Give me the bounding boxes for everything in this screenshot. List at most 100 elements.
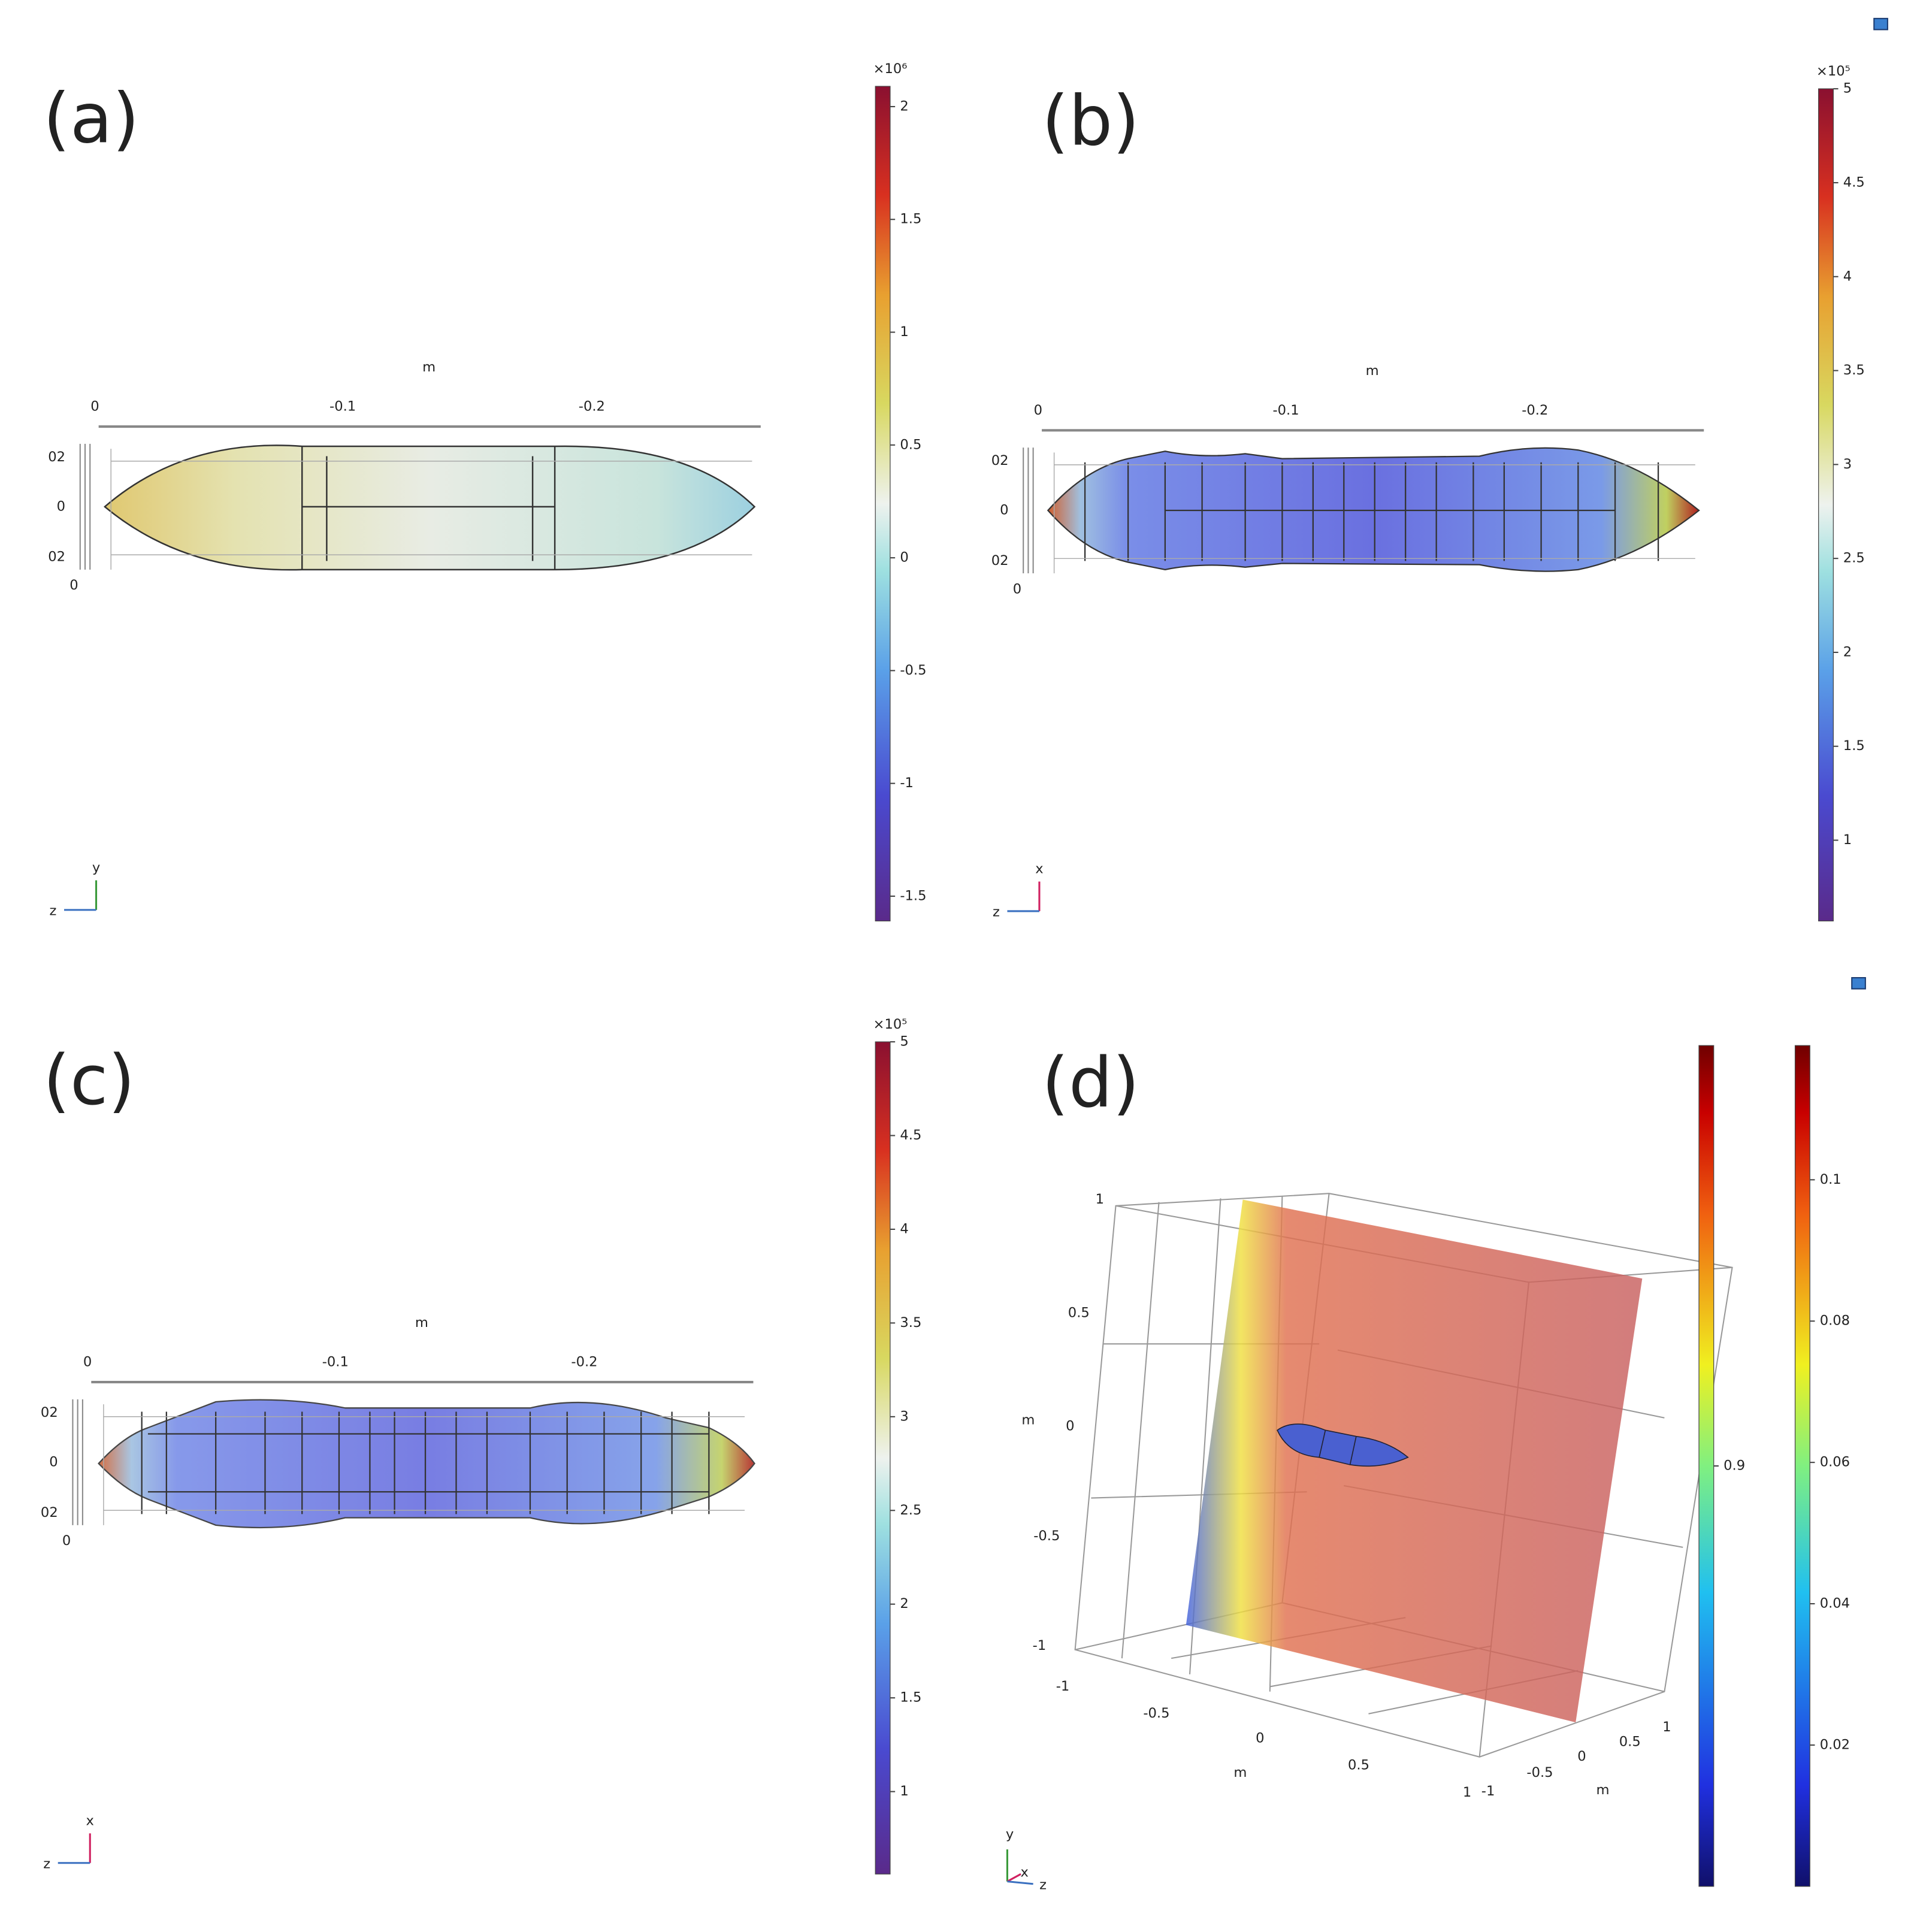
- colorbar-tick-label: 0.06: [1820, 1455, 1850, 1470]
- triad-label: x: [1035, 861, 1043, 876]
- triad-axis: [1007, 1880, 1033, 1885]
- colorbar-exponent: ×10⁶: [873, 61, 908, 77]
- window-icon: [1873, 17, 1888, 31]
- panel-label: (d): [1042, 1043, 1139, 1123]
- colorbar-tick-label: -1.5: [900, 888, 926, 903]
- triad-label: z: [43, 1856, 50, 1871]
- colorbar-tick-label: 0.5: [900, 437, 921, 452]
- triad-axis: [1006, 1873, 1021, 1882]
- panel-label: (c): [43, 1041, 135, 1121]
- colorbar-tick-label: 4: [900, 1221, 908, 1236]
- y-tick-label: 02: [991, 553, 1009, 569]
- x-tick-label: -0.1: [1272, 403, 1299, 418]
- x-tick-label: -0.1: [322, 1354, 349, 1370]
- y-tick-label: 1: [1096, 1192, 1104, 1207]
- colorbar-tick-label: 1: [900, 324, 908, 340]
- y-tick-label: 02: [41, 1405, 58, 1420]
- colorbar-tick-label: 0.1: [1820, 1172, 1842, 1187]
- x-tick-label: -0.2: [579, 399, 605, 415]
- x-tick-label: -1: [1056, 1679, 1070, 1694]
- y-tick-label: 0: [1000, 503, 1008, 518]
- y-tick-label: -1: [1033, 1638, 1047, 1653]
- colorbar-tick-label: 1.5: [900, 1690, 921, 1706]
- object-3d: [1277, 1423, 1409, 1467]
- x-tick-label: 1: [1463, 1785, 1471, 1800]
- axis-unit: m: [1596, 1782, 1609, 1798]
- colorbar-tick-label: 2: [900, 98, 908, 114]
- x-tick-label: -0.2: [1522, 403, 1548, 418]
- colorbar: [1818, 88, 1834, 921]
- triad-label: y: [1006, 1827, 1014, 1842]
- z-tick-label: 0.5: [1619, 1734, 1641, 1750]
- axis-unit: m: [415, 1315, 428, 1331]
- colorbar-tick-label: 2.5: [1843, 551, 1865, 566]
- colorbar-tick-label: 5: [1843, 81, 1852, 96]
- colorbar-tick-label: 1: [1843, 832, 1852, 848]
- colorbar-tick-label: 0.02: [1820, 1737, 1850, 1752]
- x-tick-label: 0: [1034, 403, 1042, 418]
- z-tick-label: 1: [1662, 1719, 1671, 1735]
- z-tick-label: -0.5: [1526, 1765, 1553, 1780]
- body-c: [98, 1399, 755, 1529]
- slice-plane: [1186, 1199, 1643, 1723]
- y-tick-label: 0: [49, 1454, 58, 1470]
- triad-label: y: [92, 860, 100, 875]
- x-tick-label: -0.5: [1143, 1706, 1169, 1721]
- colorbar-tick-label: 4.5: [900, 1127, 921, 1143]
- x-tick-label: -0.2: [571, 1354, 597, 1370]
- colorbar-tick-label: 3: [1843, 456, 1852, 472]
- colorbar: [875, 86, 891, 921]
- y-tick-label: -0.5: [1033, 1528, 1060, 1544]
- colorbar-tick-label: 1.5: [1843, 738, 1865, 754]
- triad-label: x: [86, 1813, 94, 1828]
- y-tick-label: 02: [48, 449, 65, 465]
- y-tick-label: 0: [57, 498, 65, 514]
- triad-label: x: [1021, 1865, 1029, 1880]
- colorbar-tick-label: 0: [900, 550, 908, 566]
- y-tick-label: 02: [991, 453, 1009, 468]
- corner-tick-label: 0: [1013, 581, 1021, 597]
- colorbar-tick-label: 4: [1843, 268, 1852, 284]
- colorbar-tick-label: 0.08: [1820, 1313, 1850, 1329]
- triad-label: z: [1039, 1877, 1047, 1892]
- z-tick-label: -1: [1481, 1783, 1495, 1799]
- colorbar-tick-label: 3: [900, 1408, 908, 1424]
- panel-label: (b): [1042, 81, 1139, 162]
- colorbar-tick-label: 3.5: [1843, 362, 1865, 378]
- window-icon: [1851, 977, 1866, 990]
- body-a: [104, 445, 756, 571]
- colorbar-tick-label: -0.5: [900, 663, 926, 678]
- axis-unit: m: [422, 359, 436, 375]
- triad-label: z: [50, 903, 57, 918]
- axis-unit: m: [1233, 1765, 1247, 1780]
- triad-label: z: [993, 904, 1000, 920]
- colorbar-tick-label: 0.9: [1723, 1458, 1745, 1474]
- colorbar-tick-label: 2: [1843, 644, 1852, 660]
- body-b: [1047, 447, 1700, 572]
- colorbar-tick-label: 5: [900, 1034, 908, 1050]
- axis-unit: m: [1366, 363, 1379, 379]
- y-tick-label: 02: [48, 549, 65, 565]
- x-tick-label: 0: [83, 1354, 92, 1370]
- colorbar-tick-label: 2: [900, 1596, 908, 1611]
- x-tick-label: -0.1: [329, 399, 356, 415]
- colorbar-tick-label: 1.5: [900, 211, 921, 227]
- y-tick-label: 0: [1066, 1419, 1074, 1434]
- y-tick-label: 02: [41, 1505, 58, 1520]
- colorbar-exponent: ×10⁵: [1816, 64, 1850, 79]
- panel-label: (a): [43, 79, 140, 159]
- x-tick-label: 0.5: [1348, 1758, 1369, 1773]
- colorbar-tick-label: 1: [900, 1783, 908, 1799]
- corner-tick-label: 0: [62, 1533, 71, 1549]
- colorbar-tick-label: 0.04: [1820, 1596, 1850, 1611]
- colorbar-tick-label: 3.5: [900, 1315, 921, 1331]
- colorbar: [1698, 1045, 1715, 1887]
- colorbar-tick-label: 2.5: [900, 1502, 921, 1518]
- y-tick-label: 0.5: [1068, 1305, 1090, 1320]
- axis-unit: m: [1021, 1412, 1035, 1428]
- colorbar: [1794, 1045, 1810, 1887]
- corner-tick-label: 0: [69, 578, 78, 593]
- colorbar-tick-label: 4.5: [1843, 174, 1865, 190]
- x-tick-label: 0: [90, 399, 99, 415]
